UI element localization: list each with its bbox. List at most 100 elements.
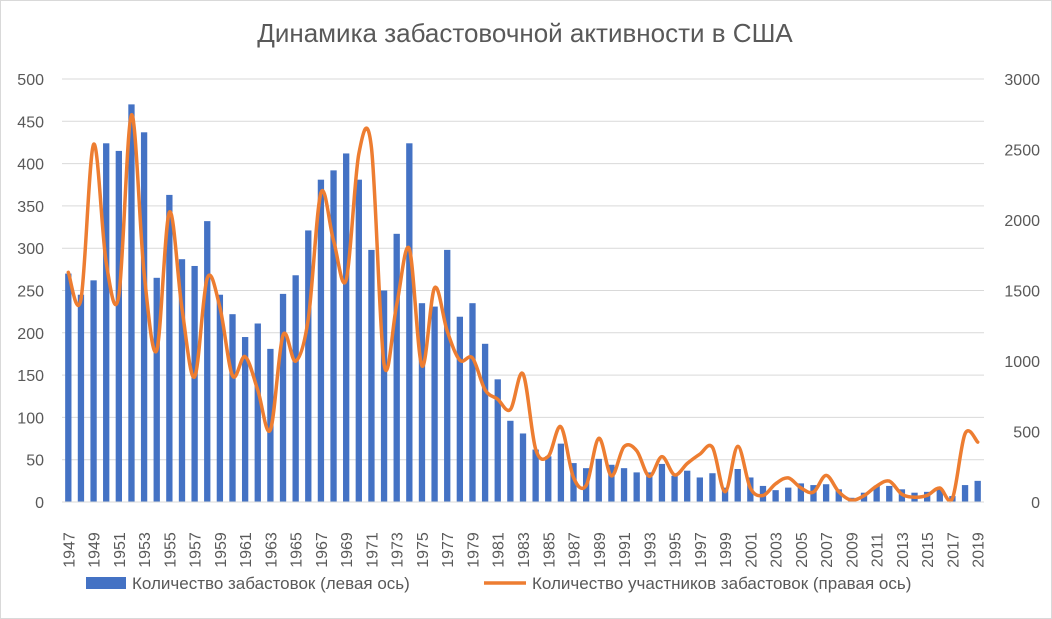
x-tick-label: 1961 bbox=[238, 532, 255, 568]
x-tick-label: 2013 bbox=[895, 532, 912, 568]
bar bbox=[380, 290, 388, 502]
x-tick-label: 2017 bbox=[945, 532, 962, 568]
bar bbox=[671, 475, 678, 502]
bar bbox=[469, 303, 476, 502]
x-tick-label: 1999 bbox=[718, 532, 735, 568]
x-tick-label: 1957 bbox=[188, 532, 205, 568]
bar bbox=[633, 472, 640, 502]
bar bbox=[797, 483, 805, 502]
x-tick-label: 1983 bbox=[516, 532, 533, 568]
bar bbox=[684, 470, 691, 502]
bar bbox=[772, 490, 779, 502]
x-tick-label: 1971 bbox=[364, 532, 381, 568]
bar bbox=[570, 463, 577, 502]
x-tick-label: 1955 bbox=[162, 532, 179, 568]
bar bbox=[785, 487, 792, 502]
legend: Количество забастовок (левая ось) Количес… bbox=[86, 574, 911, 593]
x-tick-label: 1953 bbox=[137, 532, 154, 568]
bar bbox=[279, 293, 287, 502]
bar bbox=[166, 194, 173, 503]
bar bbox=[545, 456, 552, 502]
x-tick-label: 1987 bbox=[567, 532, 584, 568]
left-tick-label: 0 bbox=[35, 495, 44, 512]
bar bbox=[204, 221, 211, 503]
bar bbox=[519, 433, 527, 502]
left-tick-label: 400 bbox=[17, 157, 44, 174]
right-axis-ticks: 0 500 1000 1500 2000 2500 3000 bbox=[1004, 72, 1040, 512]
bar bbox=[532, 449, 539, 502]
x-tick-label: 1989 bbox=[592, 532, 609, 568]
right-tick-label: 1500 bbox=[1004, 284, 1040, 301]
right-tick-label: 1000 bbox=[1004, 354, 1040, 371]
bar bbox=[103, 143, 110, 502]
x-tick-label: 2011 bbox=[870, 533, 887, 568]
bar bbox=[317, 179, 325, 502]
bar bbox=[355, 179, 362, 502]
x-tick-label: 2005 bbox=[794, 532, 811, 568]
bar bbox=[330, 170, 337, 503]
x-tick-label: 1995 bbox=[668, 532, 685, 568]
bar bbox=[456, 316, 464, 502]
legend-bar-label: Количество забастовок (левая ось) bbox=[132, 574, 410, 593]
bar bbox=[90, 280, 97, 502]
x-tick-label: 1981 bbox=[491, 532, 508, 568]
x-tick-label: 1947 bbox=[61, 532, 78, 568]
left-tick-label: 250 bbox=[17, 284, 44, 301]
bar bbox=[140, 132, 148, 502]
bar bbox=[65, 273, 72, 502]
left-tick-label: 500 bbox=[17, 72, 44, 89]
x-tick-label: 1951 bbox=[112, 532, 129, 568]
bar bbox=[721, 487, 729, 502]
x-tick-label: 1969 bbox=[339, 532, 356, 568]
bar bbox=[406, 143, 413, 502]
bar bbox=[178, 259, 186, 502]
bar bbox=[835, 489, 842, 502]
bar bbox=[936, 489, 943, 502]
x-tick-label: 2015 bbox=[920, 532, 937, 568]
bar bbox=[343, 153, 350, 502]
x-tick-label: 1997 bbox=[693, 532, 710, 568]
bar bbox=[115, 150, 122, 502]
x-tick-label: 1977 bbox=[440, 532, 457, 568]
x-tick-label: 1949 bbox=[87, 532, 104, 568]
x-tick-label: 1959 bbox=[213, 532, 230, 568]
left-tick-label: 50 bbox=[26, 453, 44, 470]
right-tick-label: 2500 bbox=[1004, 143, 1040, 160]
legend-bar-swatch bbox=[86, 577, 126, 589]
bar bbox=[646, 472, 653, 502]
right-tick-label: 0 bbox=[1031, 495, 1040, 512]
bar bbox=[620, 468, 628, 502]
bar bbox=[961, 485, 969, 502]
bar bbox=[77, 294, 85, 502]
bar bbox=[431, 306, 438, 502]
x-tick-label: 2009 bbox=[844, 532, 861, 568]
bar bbox=[822, 484, 830, 502]
right-tick-label: 500 bbox=[1013, 425, 1040, 442]
bar bbox=[873, 485, 880, 502]
bar bbox=[292, 275, 299, 502]
x-tick-label: 2001 bbox=[743, 532, 760, 568]
left-tick-label: 300 bbox=[17, 241, 44, 258]
bar bbox=[368, 249, 375, 502]
bar bbox=[696, 477, 703, 502]
bar bbox=[216, 294, 224, 502]
bar bbox=[254, 323, 261, 502]
bar bbox=[608, 464, 615, 502]
left-tick-label: 200 bbox=[17, 326, 44, 343]
left-tick-label: 100 bbox=[17, 410, 44, 427]
bar bbox=[241, 337, 249, 502]
bar bbox=[709, 473, 716, 502]
chart-title: Динамика забастовочной активности в США bbox=[257, 18, 793, 48]
bar bbox=[507, 420, 514, 502]
participants-line bbox=[66, 113, 980, 503]
bar bbox=[595, 458, 602, 502]
x-tick-label: 1985 bbox=[541, 532, 558, 568]
bar bbox=[494, 379, 501, 502]
x-tick-label: 1963 bbox=[263, 532, 280, 568]
x-tick-label: 2007 bbox=[819, 532, 836, 568]
gridlines bbox=[62, 78, 984, 461]
left-tick-label: 350 bbox=[17, 199, 44, 216]
x-tick-label: 1975 bbox=[415, 532, 432, 568]
